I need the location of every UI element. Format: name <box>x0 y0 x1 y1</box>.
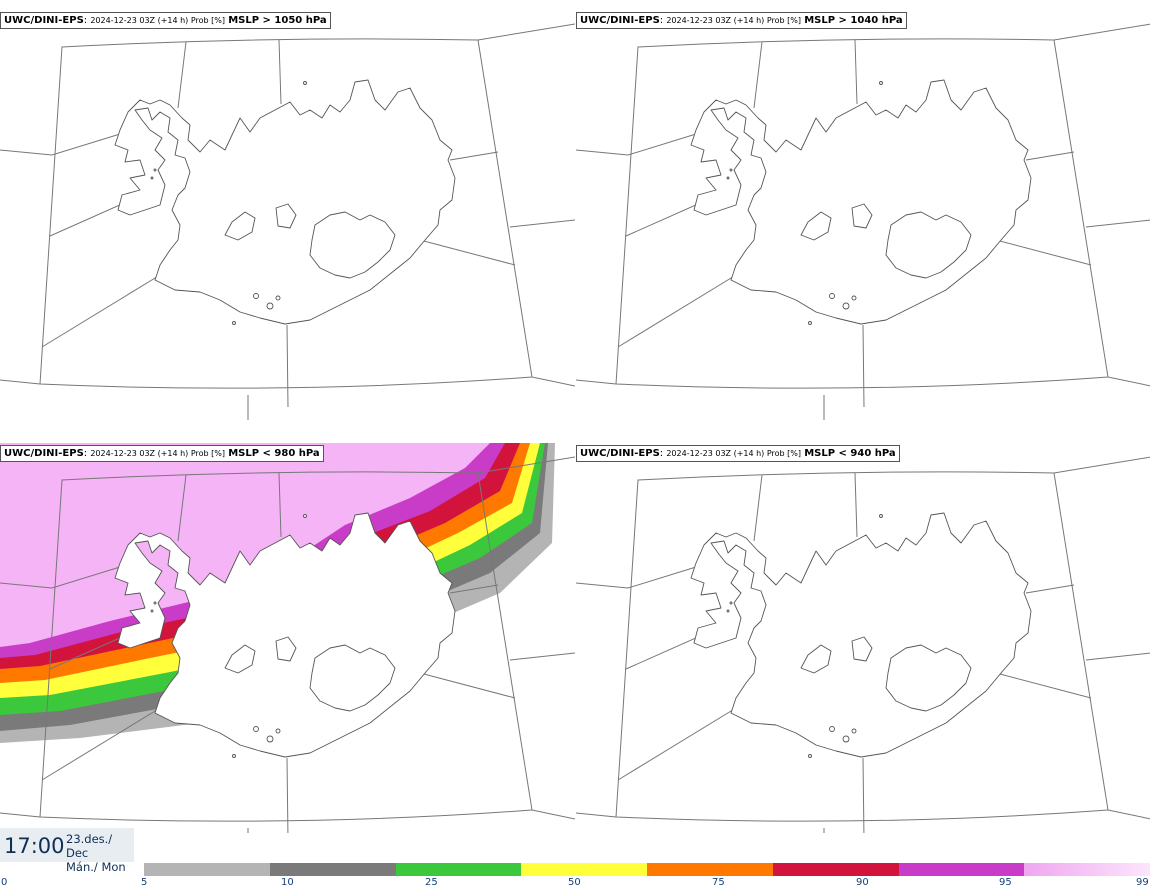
panel-title: UWC/DINI-EPS: 2024-12-23 03Z (+14 h) Pro… <box>0 445 324 462</box>
panel-title: UWC/DINI-EPS: 2024-12-23 03Z (+14 h) Pro… <box>576 12 907 29</box>
legend-tick: 5 <box>141 877 148 888</box>
map-svg <box>0 443 575 833</box>
panel-title: UWC/DINI-EPS: 2024-12-23 03Z (+14 h) Pro… <box>576 445 900 462</box>
valid-time-box: 17:00 23.des./ Dec Mán./ Mon <box>0 828 134 874</box>
legend-tick: 99 <box>1136 877 1149 888</box>
map-panel-2: UWC/DINI-EPS: 2024-12-23 03Z (+14 h) Pro… <box>576 0 1150 420</box>
legend-swatch <box>395 863 522 876</box>
panel-title: UWC/DINI-EPS: 2024-12-23 03Z (+14 h) Pro… <box>0 12 331 29</box>
legend-tick: 95 <box>999 877 1012 888</box>
legend-tick: 90 <box>856 877 869 888</box>
legend-tick: 0 <box>1 877 8 888</box>
valid-time: 17:00 <box>4 834 65 858</box>
valid-date: 23.des./ Dec Mán./ Mon <box>66 832 134 874</box>
legend-swatch <box>898 863 1025 876</box>
legend-swatch <box>269 863 396 876</box>
map-panel-1: UWC/DINI-EPS: 2024-12-23 03Z (+14 h) Pro… <box>0 0 575 420</box>
legend-swatch <box>521 863 647 876</box>
map-svg <box>576 456 1150 833</box>
map-panel-3: UWC/DINI-EPS: 2024-12-23 03Z (+14 h) Pro… <box>0 433 575 853</box>
legend-swatch <box>144 863 270 876</box>
map-panel-4: UWC/DINI-EPS: 2024-12-23 03Z (+14 h) Pro… <box>576 433 1150 853</box>
legend-swatch <box>772 863 899 876</box>
date-line-2: Mán./ Mon <box>66 860 126 874</box>
legend-tick: 50 <box>568 877 581 888</box>
map-svg <box>0 23 575 420</box>
legend-tick: 75 <box>712 877 725 888</box>
legend-tick: 10 <box>281 877 294 888</box>
color-legend <box>144 863 1150 876</box>
map-svg <box>576 23 1150 420</box>
date-line-1: 23.des./ Dec <box>66 832 113 860</box>
legend-tick: 25 <box>425 877 438 888</box>
legend-swatch <box>647 863 773 876</box>
legend-swatch <box>1024 863 1150 876</box>
